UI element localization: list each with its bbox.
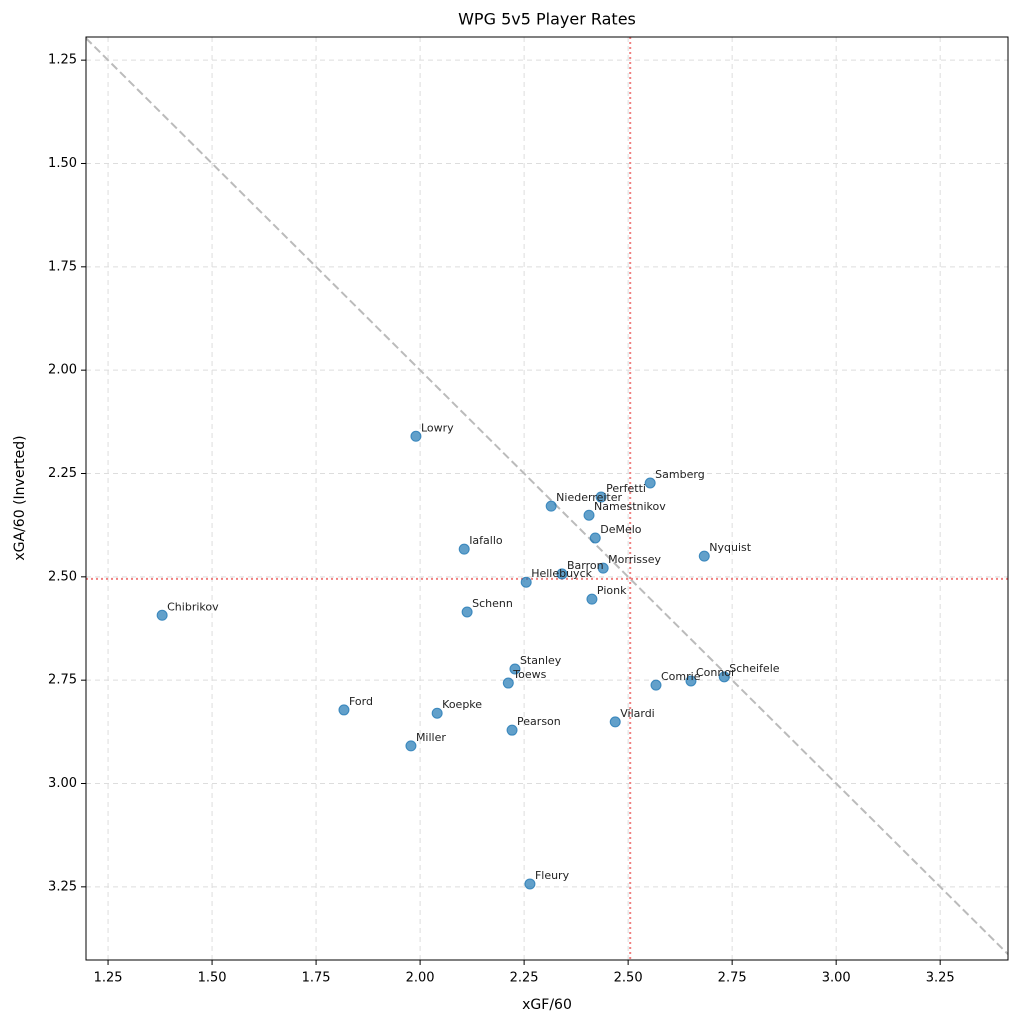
point <box>458 543 470 555</box>
y-tick-label: 2.75 <box>48 673 77 688</box>
point <box>597 562 609 574</box>
point <box>583 509 595 521</box>
point-label: Scheifele <box>729 662 780 675</box>
point <box>595 491 607 503</box>
plot-frame <box>85 36 1009 961</box>
chart-title: WPG 5v5 Player Rates <box>458 10 636 29</box>
point <box>502 677 514 689</box>
x-axis-label: xGF/60 <box>522 997 572 1013</box>
point <box>586 593 598 605</box>
point-label: Pearson <box>517 715 561 728</box>
point <box>644 477 656 489</box>
x-tick-label: 1.50 <box>198 971 227 986</box>
y-tick-label: 1.25 <box>48 53 77 68</box>
y-tick-label: 2.50 <box>48 569 77 584</box>
y-tick-label: 2.00 <box>48 363 77 378</box>
point <box>338 704 350 716</box>
point-label: Miller <box>416 731 446 744</box>
point <box>556 568 568 580</box>
point <box>609 716 621 728</box>
point-label: Barron <box>567 559 604 572</box>
point-label: Samberg <box>655 468 705 481</box>
point-label: Koepke <box>442 698 482 711</box>
y-tick-label: 1.50 <box>48 156 77 171</box>
point-label: Fleury <box>535 869 570 882</box>
point <box>520 576 532 588</box>
point-label: Perfetti <box>606 482 646 495</box>
x-tick-label: 1.75 <box>302 971 331 986</box>
x-tick-label: 1.25 <box>94 971 123 986</box>
point-label: Pionk <box>597 584 627 597</box>
point <box>506 724 518 736</box>
point <box>410 430 422 442</box>
point <box>545 500 557 512</box>
point <box>509 663 521 675</box>
point <box>685 675 697 687</box>
point-label: Niederreiter <box>556 491 622 504</box>
y-axis-label: xGA/60 (Inverted) <box>12 435 28 560</box>
point-label: Schenn <box>472 597 513 610</box>
point-label: Stanley <box>520 654 562 667</box>
point <box>698 550 710 562</box>
point <box>156 609 168 621</box>
y-tick-label: 3.25 <box>48 879 77 894</box>
point-label: Ford <box>349 695 373 708</box>
x-tick-label: 2.25 <box>510 971 539 986</box>
point <box>650 679 662 691</box>
x-tick-label: 2.50 <box>614 971 643 986</box>
x-tick-label: 2.75 <box>718 971 747 986</box>
point-label: Morrissey <box>608 553 661 566</box>
point-label: Connor <box>696 666 736 679</box>
point-label: Vilardi <box>620 707 655 720</box>
y-tick-label: 3.00 <box>48 776 77 791</box>
point-label: Namestnikov <box>594 500 666 513</box>
point-label: Chibrikov <box>167 600 219 613</box>
y-tick-label: 1.75 <box>48 259 77 274</box>
diagonal-line <box>85 37 1009 955</box>
point <box>431 707 443 719</box>
point-label: Comrie <box>661 670 701 683</box>
point <box>524 878 536 890</box>
point-label: Hellebuyck <box>531 567 592 580</box>
y-tick-label: 2.25 <box>48 466 77 481</box>
point-label: Lowry <box>421 421 454 434</box>
point <box>461 606 473 618</box>
x-tick-label: 3.25 <box>926 971 955 986</box>
point <box>405 740 417 752</box>
point <box>718 671 730 683</box>
point-label: Toews <box>512 668 546 681</box>
x-tick-label: 2.00 <box>406 971 435 986</box>
point-label: Iafallo <box>469 534 503 547</box>
point <box>589 532 601 544</box>
point-label: Nyquist <box>709 541 751 554</box>
point-label: DeMelo <box>600 523 642 536</box>
x-tick-label: 3.00 <box>822 971 851 986</box>
